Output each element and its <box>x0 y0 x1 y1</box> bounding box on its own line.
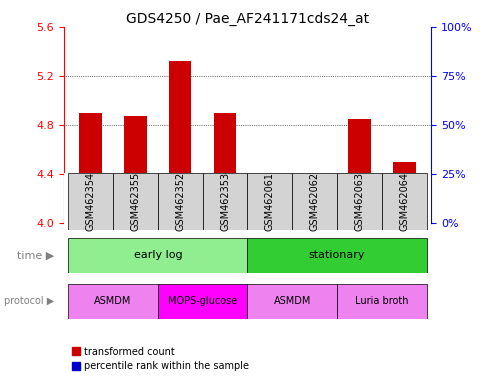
Bar <box>337 284 427 319</box>
Text: MOPS-glucose: MOPS-glucose <box>168 296 237 306</box>
Bar <box>79 113 102 223</box>
Bar <box>393 162 416 223</box>
Text: GSM462354: GSM462354 <box>86 172 96 231</box>
Bar <box>247 173 292 230</box>
Bar <box>247 238 427 273</box>
Text: Luria broth: Luria broth <box>355 296 409 306</box>
Bar <box>247 284 337 319</box>
Bar <box>308 217 321 223</box>
Bar <box>263 215 276 223</box>
Text: ASMDM: ASMDM <box>273 296 311 306</box>
Text: stationary: stationary <box>309 250 366 260</box>
Text: ASMDM: ASMDM <box>94 296 132 306</box>
Bar <box>158 173 203 230</box>
Bar <box>348 119 371 223</box>
Bar <box>214 113 236 223</box>
Bar <box>129 217 142 223</box>
Text: GSM462355: GSM462355 <box>130 172 141 231</box>
Bar <box>292 173 337 230</box>
Text: time ▶: time ▶ <box>17 250 54 260</box>
Bar <box>337 173 382 230</box>
Text: GSM462063: GSM462063 <box>354 172 365 231</box>
Bar <box>382 173 427 230</box>
Bar <box>68 173 113 230</box>
Text: GSM462061: GSM462061 <box>265 172 275 231</box>
Bar <box>353 215 366 223</box>
Bar <box>68 284 158 319</box>
Bar <box>124 116 147 223</box>
Bar <box>169 61 192 223</box>
Bar <box>173 215 187 223</box>
Bar <box>397 217 411 223</box>
Bar <box>219 217 232 223</box>
Bar <box>158 284 247 319</box>
Text: GSM462352: GSM462352 <box>175 172 185 231</box>
Text: GSM462064: GSM462064 <box>399 172 409 231</box>
Title: GDS4250 / Pae_AF241171cds24_at: GDS4250 / Pae_AF241171cds24_at <box>126 12 369 26</box>
Legend: transformed count, percentile rank within the sample: transformed count, percentile rank withi… <box>69 343 253 375</box>
Text: GSM462353: GSM462353 <box>220 172 230 231</box>
Text: growth protocol ▶: growth protocol ▶ <box>0 296 54 306</box>
Bar <box>303 198 326 223</box>
Bar <box>84 217 98 223</box>
Bar <box>68 238 247 273</box>
Bar <box>113 173 158 230</box>
Text: early log: early log <box>133 250 182 260</box>
Bar <box>203 173 247 230</box>
Text: GSM462062: GSM462062 <box>310 172 319 231</box>
